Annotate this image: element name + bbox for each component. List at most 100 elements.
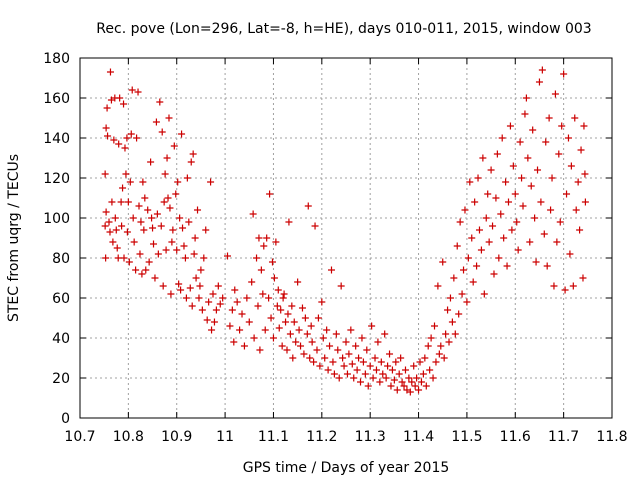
data-point bbox=[181, 254, 189, 262]
data-point bbox=[253, 254, 261, 262]
data-point bbox=[230, 338, 238, 346]
data-point bbox=[422, 382, 430, 390]
data-point bbox=[561, 286, 569, 294]
data-point bbox=[294, 278, 302, 286]
data-point bbox=[406, 388, 414, 396]
data-point bbox=[485, 238, 493, 246]
data-point bbox=[149, 224, 157, 232]
data-point bbox=[563, 190, 571, 198]
x-tick-label: 11.6 bbox=[500, 429, 531, 445]
data-point bbox=[492, 194, 500, 202]
data-point bbox=[119, 184, 127, 192]
data-point bbox=[526, 238, 534, 246]
data-point bbox=[307, 322, 315, 330]
x-tick-label: 11 bbox=[216, 429, 234, 445]
data-point bbox=[300, 350, 308, 358]
data-point bbox=[580, 122, 588, 130]
data-point bbox=[363, 346, 371, 354]
data-point bbox=[538, 66, 546, 74]
data-point bbox=[183, 174, 191, 182]
data-point bbox=[274, 286, 282, 294]
data-point bbox=[417, 378, 425, 386]
data-point bbox=[260, 242, 268, 250]
data-point bbox=[113, 244, 121, 252]
data-point bbox=[178, 130, 186, 138]
data-point bbox=[175, 280, 183, 288]
data-point bbox=[340, 362, 348, 370]
data-point bbox=[348, 360, 356, 368]
y-tick-label: 180 bbox=[43, 51, 70, 67]
data-point bbox=[117, 198, 125, 206]
data-point bbox=[429, 374, 437, 382]
data-point bbox=[141, 194, 149, 202]
data-point bbox=[506, 122, 514, 130]
data-point bbox=[503, 262, 511, 270]
data-point bbox=[280, 290, 288, 298]
data-point bbox=[174, 178, 182, 186]
data-point bbox=[272, 238, 280, 246]
x-tick-label: 11.7 bbox=[548, 429, 579, 445]
data-point bbox=[173, 246, 181, 254]
data-point bbox=[469, 278, 477, 286]
data-point bbox=[313, 346, 321, 354]
data-point bbox=[511, 190, 519, 198]
data-point bbox=[553, 238, 561, 246]
data-point bbox=[278, 342, 286, 350]
data-point bbox=[547, 206, 555, 214]
data-point bbox=[106, 68, 114, 76]
data-point bbox=[540, 230, 548, 238]
data-point bbox=[330, 370, 338, 378]
data-point bbox=[369, 374, 377, 382]
data-point bbox=[355, 354, 363, 362]
x-tick-label: 10.8 bbox=[113, 429, 144, 445]
data-point bbox=[163, 154, 171, 162]
data-point bbox=[401, 366, 409, 374]
data-point bbox=[288, 302, 296, 310]
data-point bbox=[431, 322, 439, 330]
data-point bbox=[136, 250, 144, 258]
data-point bbox=[518, 174, 526, 182]
data-point bbox=[556, 218, 564, 226]
data-point bbox=[416, 358, 424, 366]
data-point bbox=[564, 134, 572, 142]
data-point bbox=[413, 374, 421, 382]
data-point bbox=[275, 324, 283, 332]
data-point bbox=[187, 158, 195, 166]
data-point bbox=[138, 270, 146, 278]
data-point bbox=[233, 298, 241, 306]
data-point bbox=[350, 374, 358, 382]
data-point bbox=[148, 214, 156, 222]
data-point bbox=[212, 306, 220, 314]
data-point bbox=[177, 286, 185, 294]
data-point bbox=[445, 338, 453, 346]
data-point bbox=[577, 146, 585, 154]
data-point bbox=[123, 228, 131, 236]
data-point bbox=[334, 346, 342, 354]
data-point bbox=[270, 274, 278, 282]
y-axis-label: STEC from uqrg / TECUs bbox=[6, 154, 22, 322]
data-point bbox=[166, 204, 174, 212]
data-point bbox=[133, 134, 141, 142]
data-point bbox=[529, 126, 537, 134]
data-point bbox=[473, 262, 481, 270]
x-tick-label: 11.4 bbox=[403, 429, 434, 445]
axis-ticks bbox=[79, 57, 613, 419]
data-point bbox=[105, 218, 113, 226]
data-point bbox=[519, 202, 527, 210]
data-point bbox=[558, 122, 566, 130]
data-point bbox=[411, 382, 419, 390]
data-point bbox=[398, 378, 406, 386]
data-point bbox=[180, 242, 188, 250]
data-point bbox=[159, 282, 167, 290]
data-point bbox=[359, 358, 367, 366]
data-point bbox=[376, 378, 384, 386]
data-point bbox=[214, 282, 222, 290]
data-point bbox=[548, 174, 556, 182]
data-point bbox=[192, 274, 200, 282]
data-point bbox=[374, 338, 382, 346]
data-point bbox=[471, 198, 479, 206]
data-point bbox=[257, 266, 265, 274]
data-point bbox=[267, 314, 275, 322]
data-point bbox=[444, 306, 452, 314]
data-point bbox=[364, 382, 372, 390]
